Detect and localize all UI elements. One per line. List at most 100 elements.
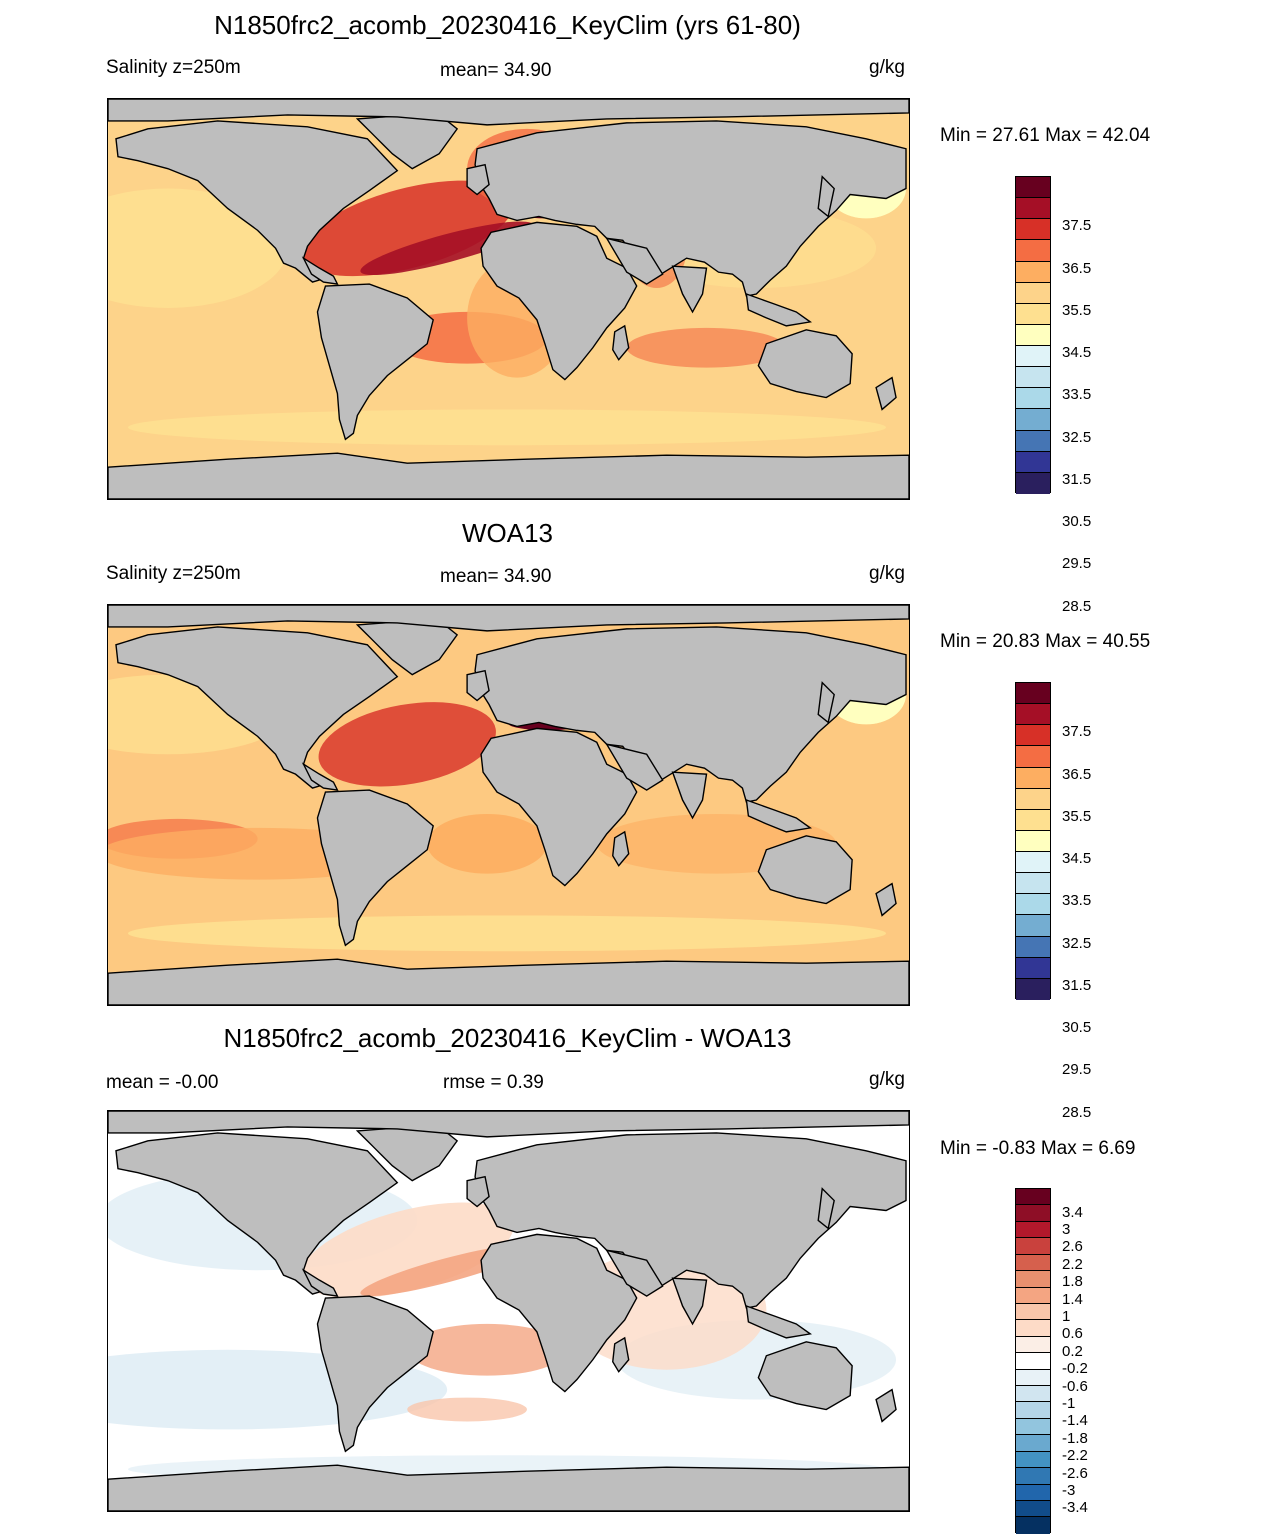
panel-1-mean-label: mean= 34.90 [440, 60, 552, 81]
colorbar-tick-label: 3 [1062, 1221, 1071, 1239]
colorbar-tick-label: -0.6 [1062, 1377, 1088, 1395]
colorbar-tick-label: 36.5 [1062, 259, 1092, 277]
colorbar-swatch [1016, 1517, 1050, 1534]
landmass [817, 175, 835, 218]
colorbar-swatch [1016, 1303, 1050, 1321]
panel-3-map [107, 1110, 910, 1512]
panel-2-title: WOA13 [461, 518, 554, 548]
colorbar-swatch [1016, 1484, 1050, 1502]
landmass [757, 1341, 853, 1411]
colorbar-tick-label: 35.5 [1062, 301, 1092, 319]
colorbar-tick-label: -1.4 [1062, 1412, 1088, 1430]
salinity-field-patch [626, 327, 787, 368]
panel-2-units: g/kg [869, 563, 905, 584]
colorbar-swatch [1016, 409, 1050, 431]
landmass [316, 283, 434, 441]
panel-3-title: N1850frc2_acomb_20230416_KeyClim - WOA13 [223, 1023, 792, 1053]
colorbar-swatch [1016, 219, 1050, 241]
colorbar-swatch [1016, 978, 1050, 1000]
colorbar-swatch [1016, 873, 1050, 895]
panel-3-minmax: Min = -0.83 Max = 6.69 [940, 1138, 1136, 1159]
colorbar-swatch [1016, 1353, 1050, 1370]
panel-1-map [107, 98, 910, 500]
salinity-field-patch [407, 1397, 527, 1422]
colorbar-tick-label: 1.8 [1062, 1273, 1083, 1291]
colorbar-tick-label: -3.4 [1062, 1499, 1088, 1517]
landmass [108, 1111, 909, 1138]
colorbar-swatch [1016, 346, 1050, 368]
colorbar-tick-label: 30.5 [1062, 1019, 1092, 1037]
colorbar-swatch [1016, 1501, 1050, 1518]
colorbar-tick-label: 33.5 [1062, 892, 1092, 910]
colorbar-swatch [1016, 725, 1050, 747]
landmass [108, 99, 909, 126]
panel-3-mean-label: mean = -0.00 [106, 1072, 219, 1093]
landmass [817, 1187, 835, 1230]
colorbar-swatch [1016, 767, 1050, 789]
colorbar-swatch [1016, 367, 1050, 389]
colorbar-tick-label: 0.2 [1062, 1342, 1083, 1360]
colorbar-swatch [1016, 1320, 1050, 1337]
salinity-field-patch [300, 180, 514, 277]
panel-2-map [107, 604, 910, 1006]
colorbar-tick-label: 31.5 [1062, 976, 1092, 994]
landmass [612, 324, 630, 361]
salinity-field-patch [407, 1323, 567, 1376]
colorbar-swatch [1016, 852, 1050, 874]
colorbar-tick-label: 0.6 [1062, 1325, 1083, 1343]
colorbar-tick-label: -3 [1062, 1481, 1076, 1499]
landmass [466, 1175, 490, 1208]
landmass [745, 798, 813, 833]
landmass [480, 1233, 638, 1393]
landmass [301, 256, 339, 285]
colorbar-tick-label: 31.5 [1062, 470, 1092, 488]
colorbar-swatch [1016, 451, 1050, 473]
landmass [108, 958, 909, 1005]
landmass [474, 626, 907, 803]
colorbar-tick-label: -2.6 [1062, 1464, 1088, 1482]
colorbar-swatch [1016, 177, 1050, 199]
landmass [301, 1268, 339, 1297]
landmass [480, 727, 638, 887]
colorbar-swatch [1016, 1336, 1050, 1354]
landmass [108, 1464, 909, 1511]
colorbar-swatch [1016, 1386, 1050, 1403]
colorbar-swatch [1016, 282, 1050, 304]
colorbar-tick-label: 2.2 [1062, 1255, 1083, 1273]
colorbar-tick-label: 28.5 [1062, 597, 1092, 615]
landmass [671, 1277, 708, 1326]
landmass [875, 882, 897, 917]
panel-3-colorbar [1015, 1188, 1051, 1534]
salinity-field-patch [300, 1202, 514, 1299]
colorbar-swatch [1016, 809, 1050, 831]
landmass [605, 743, 664, 791]
colorbar-tick-label: -2.2 [1062, 1447, 1088, 1465]
salinity-field-patch [127, 409, 887, 446]
landmass [316, 1295, 434, 1453]
colorbar-tick-label: 36.5 [1062, 765, 1092, 783]
landmass [605, 237, 664, 285]
landmass [301, 762, 339, 791]
landmass [757, 329, 853, 399]
colorbar-tick-label: 35.5 [1062, 807, 1092, 825]
colorbar-swatch [1016, 1254, 1050, 1272]
landmass [474, 120, 907, 297]
salinity-field-patch [427, 813, 547, 874]
colorbar-swatch [1016, 1468, 1050, 1485]
landmass [757, 835, 853, 905]
colorbar-swatch [1016, 1205, 1050, 1222]
colorbar-tick-label: 32.5 [1062, 428, 1092, 446]
colorbar-tick-label: -1.8 [1062, 1429, 1088, 1447]
salinity-field-patch [127, 915, 887, 952]
colorbar-swatch [1016, 746, 1050, 768]
landmass [671, 771, 708, 820]
colorbar-swatch [1016, 1271, 1050, 1288]
panel-1-variable-label: Salinity z=250m [106, 57, 241, 78]
colorbar-swatch [1016, 1418, 1050, 1436]
colorbar-tick-label: -0.2 [1062, 1360, 1088, 1378]
colorbar-swatch [1016, 240, 1050, 262]
landmass [875, 1388, 897, 1423]
colorbar-swatch [1016, 261, 1050, 283]
panel-1-colorbar [1015, 176, 1051, 494]
colorbar-swatch [1016, 1435, 1050, 1452]
